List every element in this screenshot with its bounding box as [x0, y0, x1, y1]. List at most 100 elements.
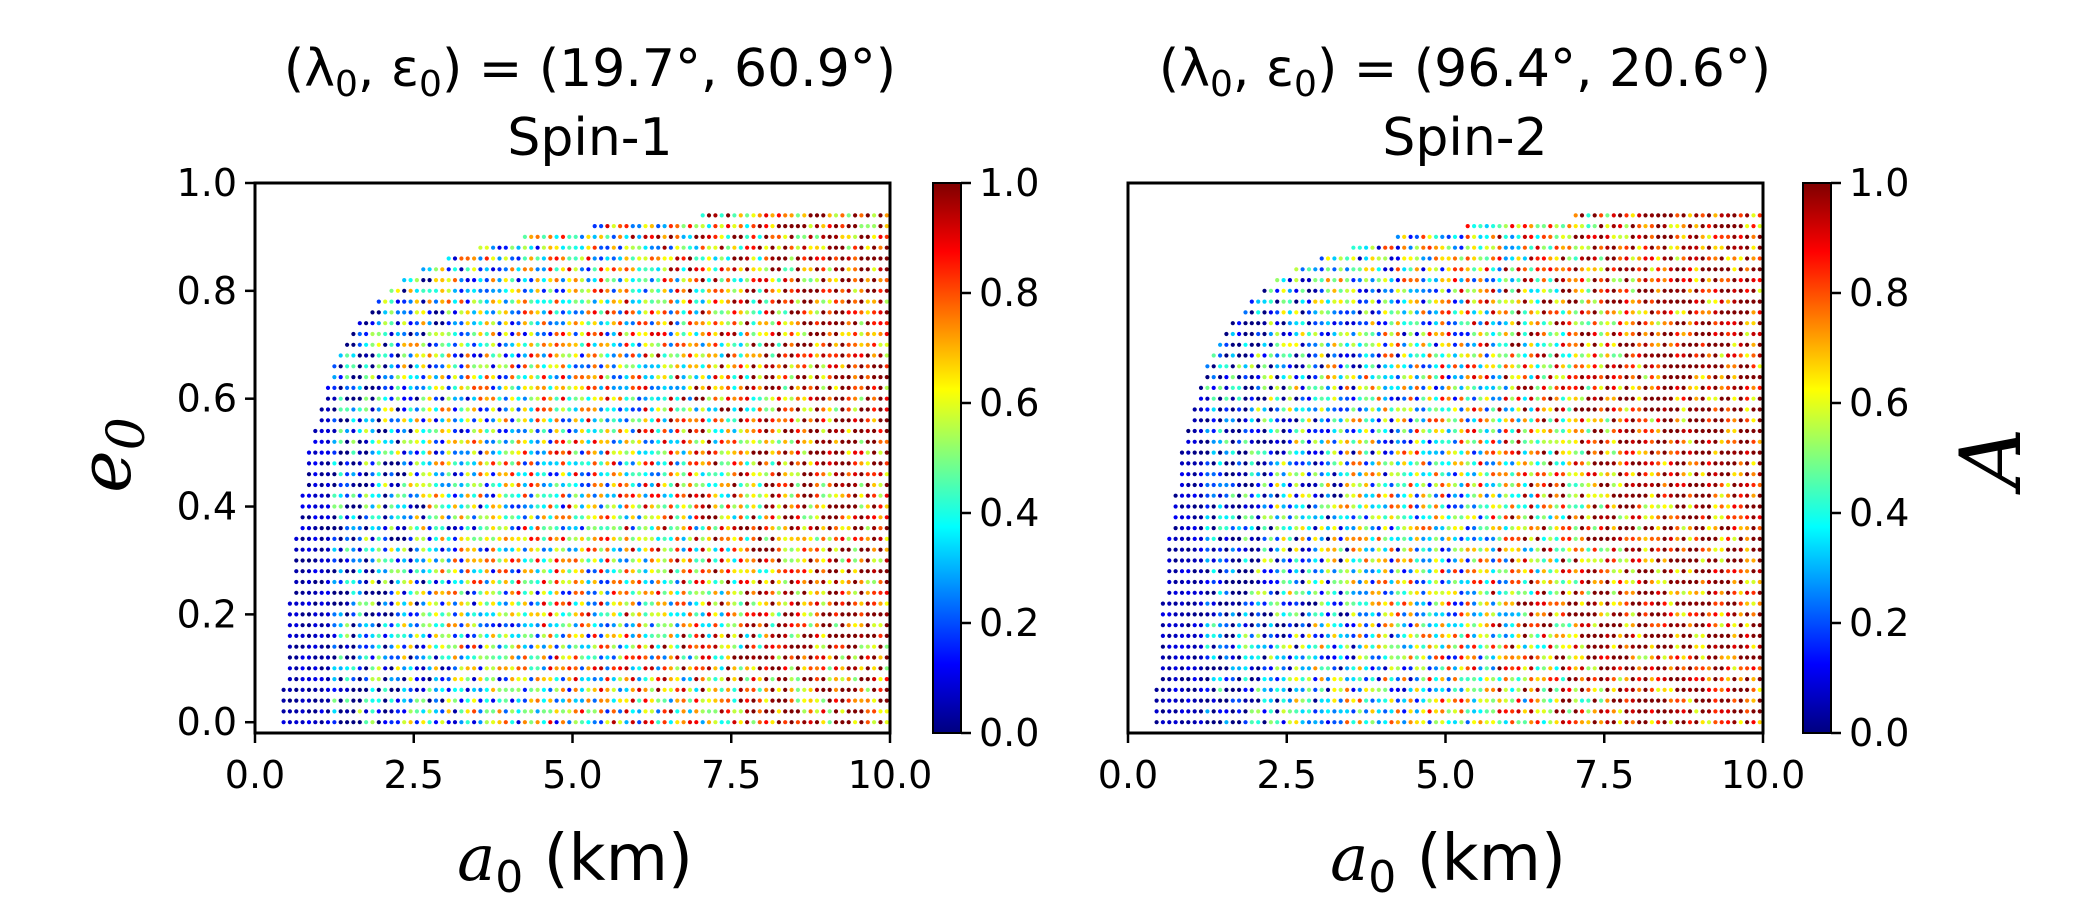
data-point	[732, 396, 737, 401]
data-point	[522, 385, 528, 390]
data-point	[491, 590, 496, 595]
data-point	[618, 612, 623, 617]
data-point	[821, 612, 826, 617]
data-point	[1211, 623, 1216, 628]
data-point	[1275, 450, 1280, 455]
data-point	[573, 364, 578, 369]
data-point	[364, 601, 369, 606]
data-point	[687, 644, 693, 649]
data-point	[1211, 687, 1216, 693]
data-point	[656, 461, 661, 466]
data-point	[840, 342, 845, 347]
data-point	[1275, 536, 1280, 542]
data-point	[751, 353, 756, 358]
data-point	[535, 504, 540, 509]
data-point	[1275, 353, 1280, 358]
data-point	[1186, 709, 1191, 714]
data-point	[491, 558, 496, 563]
data-point	[656, 687, 661, 693]
data-point	[364, 461, 369, 466]
data-point	[681, 396, 686, 401]
data-point	[700, 698, 705, 703]
data-point	[853, 558, 858, 563]
data-point	[351, 385, 356, 390]
data-point	[548, 331, 553, 337]
data-point	[497, 644, 502, 649]
data-point	[732, 493, 737, 498]
data-point	[827, 418, 832, 423]
data-point	[751, 450, 756, 455]
data-point	[865, 655, 870, 660]
data-point	[783, 342, 788, 347]
data-point	[433, 536, 439, 542]
data-point	[408, 526, 413, 531]
data-point	[789, 353, 794, 358]
data-point	[687, 439, 693, 444]
data-point	[510, 558, 515, 563]
data-point	[649, 623, 655, 628]
data-point	[700, 267, 705, 272]
data-point	[605, 342, 610, 347]
data-point	[364, 698, 369, 703]
data-point	[865, 709, 870, 714]
data-point	[1300, 633, 1305, 639]
data-point	[427, 633, 432, 639]
data-point	[548, 375, 553, 380]
data-point	[548, 396, 553, 401]
data-point	[783, 267, 788, 272]
data-point	[618, 331, 623, 337]
data-point	[821, 482, 826, 488]
data-point	[1186, 687, 1191, 693]
data-point	[472, 666, 477, 671]
data-point	[611, 709, 616, 714]
data-point	[706, 720, 712, 725]
data-point	[1256, 515, 1261, 520]
data-point	[383, 590, 388, 595]
data-point	[700, 364, 705, 369]
data-point	[1211, 709, 1216, 714]
data-point	[757, 321, 762, 326]
data-point	[548, 677, 553, 682]
data-point	[529, 418, 534, 423]
data-point	[491, 461, 496, 466]
data-point	[421, 601, 426, 606]
data-point	[700, 342, 705, 347]
data-point	[643, 698, 648, 703]
data-point	[872, 418, 877, 423]
data-point	[567, 569, 572, 574]
data-point	[510, 299, 515, 304]
data-point	[624, 698, 629, 703]
data-point	[579, 256, 585, 261]
data-point	[345, 461, 350, 466]
data-point	[541, 687, 547, 693]
data-point	[433, 698, 439, 703]
data-point	[1218, 590, 1223, 595]
data-point	[827, 623, 832, 628]
data-point	[1224, 526, 1229, 531]
data-point	[472, 310, 477, 315]
data-point	[554, 644, 559, 649]
data-point	[1211, 493, 1216, 498]
data-point	[560, 612, 566, 617]
data-point	[573, 493, 578, 498]
data-point	[497, 493, 502, 498]
data-point	[503, 493, 508, 498]
data-point	[452, 461, 458, 466]
data-point	[713, 407, 718, 412]
data-point	[757, 493, 762, 498]
data-point	[491, 385, 496, 390]
data-point	[764, 267, 769, 272]
data-point	[827, 321, 832, 326]
data-point	[1237, 364, 1242, 369]
data-point	[795, 375, 801, 380]
data-point	[662, 396, 667, 401]
data-point	[675, 482, 680, 488]
data-point	[440, 569, 445, 574]
data-point	[630, 698, 635, 703]
data-point	[599, 493, 604, 498]
data-point	[776, 224, 782, 229]
data-point	[364, 547, 369, 552]
data-point	[1205, 396, 1210, 401]
data-point	[1237, 687, 1242, 693]
data-point	[637, 515, 642, 520]
